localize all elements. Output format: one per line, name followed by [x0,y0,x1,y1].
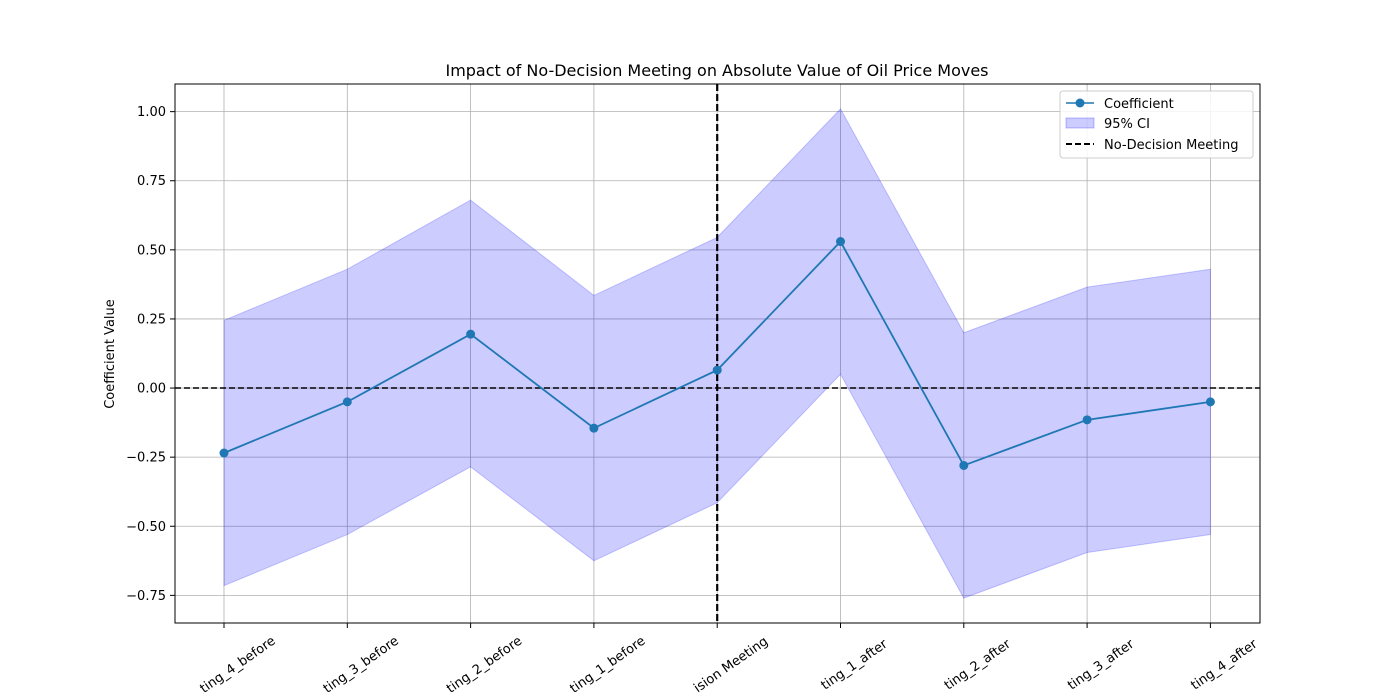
x-tick-label: ting_2_after [942,636,1014,693]
coefficient-point [589,423,599,433]
legend-ci-swatch [1065,117,1095,129]
legend-coefficient-marker [1075,98,1085,108]
x-tick-label: ting_4_before [198,634,279,697]
reference-lines [175,84,1260,623]
coefficient-point [959,460,969,470]
x-tick-label: ting_4_after [1188,636,1260,693]
coefficient-point [466,329,476,339]
y-tick-label: 1.00 [137,105,166,120]
legend: Coefficient 95% CI No-Decision Meeting [1059,90,1254,159]
coefficient-point [1082,415,1092,425]
legend-meeting-label: No-Decision Meeting [1104,138,1239,153]
y-ticks: −0.75 −0.50 −0.25 0.00 0.25 0.50 0.75 1.00 [126,105,175,604]
coefficient-point [219,448,229,458]
legend-ci-label: 95% CI [1104,117,1150,132]
y-tick-label: −0.75 [126,589,166,604]
x-tick-label: ting_1_before [567,634,648,697]
y-tick-label: 0.25 [137,312,166,327]
series-coefficient [219,237,1215,470]
coefficient-point [342,397,352,407]
y-tick-label: −0.50 [126,520,166,535]
x-ticks: ting_4_before ting_3_before ting_2_before t… [198,623,1261,697]
chart-title: Impact of No-Decision Meeting on Absolut… [445,61,988,80]
y-tick-label: 0.00 [137,382,166,397]
legend-coefficient-label: Coefficient [1104,97,1174,112]
x-tick-label: ision Meeting [691,634,771,696]
ci-band [223,108,1211,599]
confidence-band [223,108,1211,599]
y-tick-label: 0.50 [137,243,166,258]
x-tick-label: ting_2_before [444,634,525,697]
x-tick-label: ting_3_before [321,634,402,697]
y-axis-label: Coefficient Value [103,299,118,409]
legend-frame [1059,90,1254,159]
coefficient-point [1205,397,1215,407]
coefficient-point [712,365,722,375]
y-tick-label: 0.75 [137,174,166,189]
x-tick-label: ting_3_after [1065,636,1137,693]
y-tick-label: −0.25 [126,451,166,466]
x-tick-label: ting_1_after [819,636,891,693]
coefficient-point [836,237,845,247]
